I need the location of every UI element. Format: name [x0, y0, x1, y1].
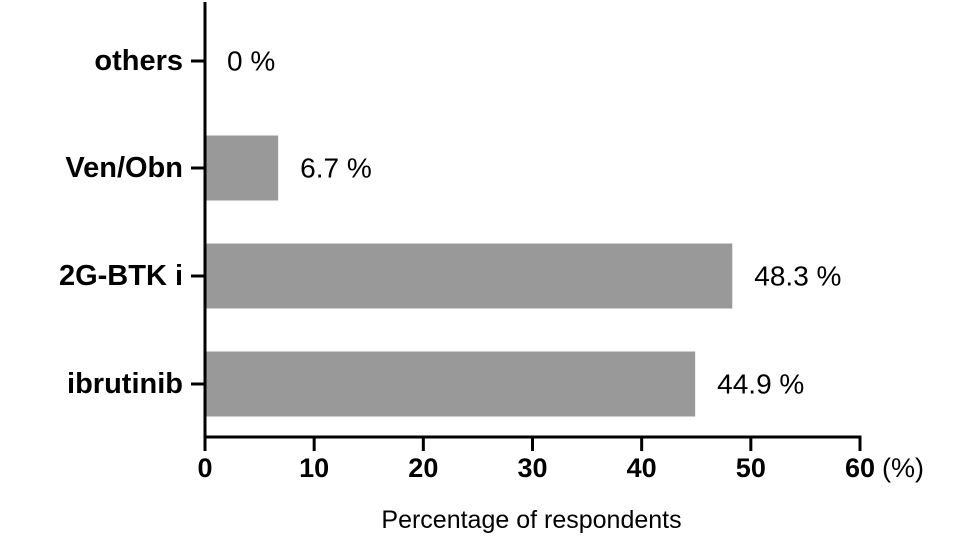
x-tick-label: 40	[627, 453, 657, 483]
data-label: 6.7 %	[300, 153, 372, 184]
x-tick-label: 50	[736, 453, 766, 483]
x-tick-group: 0 10 20 30 40 50 60	[197, 437, 875, 483]
x-tick-label: 60	[845, 453, 875, 483]
category-label: others	[94, 45, 183, 77]
x-tick-label: 0	[197, 453, 212, 483]
x-tick-label: 10	[299, 453, 329, 483]
bar-2g-btk-i	[205, 243, 733, 309]
x-tick-label: 20	[408, 453, 438, 483]
bar-ibrutinib	[205, 351, 696, 417]
data-label: 0 %	[227, 46, 275, 77]
bars-group	[205, 135, 733, 417]
x-tick-label: 30	[517, 453, 547, 483]
category-label: ibrutinib	[67, 368, 183, 400]
bar-ven-obn	[205, 135, 279, 201]
category-label: 2G-BTK i	[59, 260, 183, 292]
x-axis-unit: (%)	[882, 453, 924, 483]
data-label: 44.9 %	[717, 369, 804, 400]
category-labels: others Ven/Obn 2G-BTK i ibrutinib	[59, 45, 183, 400]
x-axis-title: Percentage of respondents	[381, 506, 681, 534]
data-label: 48.3 %	[754, 261, 841, 292]
data-labels-group: 0 % 6.7 % 48.3 % 44.9 %	[227, 46, 841, 400]
category-label: Ven/Obn	[65, 152, 183, 184]
